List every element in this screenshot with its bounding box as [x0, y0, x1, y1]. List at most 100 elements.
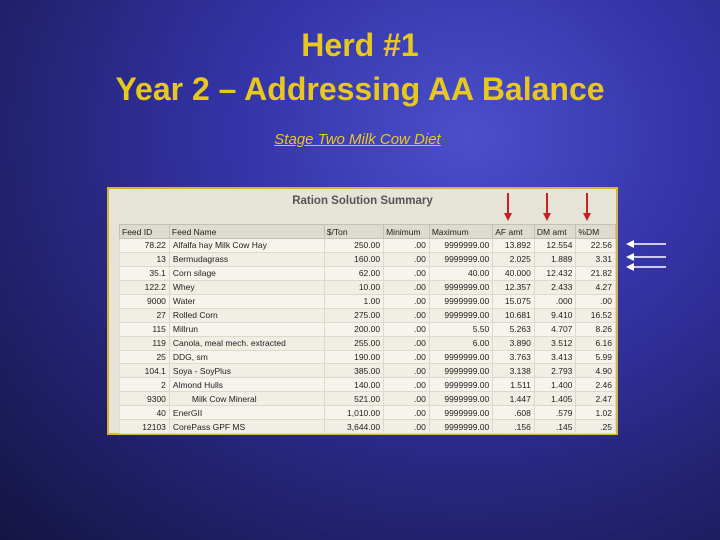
cell-dm-amt[interactable]: 2.793 [533, 363, 577, 379]
cell-cost-per-ton[interactable]: 62.00 [323, 265, 385, 281]
cell-pct-dm[interactable]: .00 [575, 293, 616, 309]
cell-maximum[interactable]: 5.50 [428, 321, 494, 337]
cell-cost-per-ton[interactable]: 385.00 [323, 363, 385, 379]
cell-feed-id[interactable]: 25 [119, 349, 170, 365]
column-header-feed-id[interactable]: Feed ID [119, 224, 170, 239]
cell-pct-dm[interactable]: 1.02 [575, 405, 616, 421]
cell-dm-amt[interactable]: 3.512 [533, 335, 577, 351]
table-row[interactable]: 122.2 Whey 10.00.00 9999999.00 12.357 2.433 4.… [119, 279, 616, 295]
cell-minimum[interactable]: .00 [383, 279, 430, 295]
cell-feed-id[interactable]: 9300 [119, 391, 170, 407]
cell-cost-per-ton[interactable]: 3,644.00 [323, 419, 385, 435]
cell-feed-id[interactable]: 119 [119, 335, 170, 351]
cell-feed-name[interactable]: Rolled Corn [168, 307, 325, 323]
cell-dm-amt[interactable]: 12.554 [533, 238, 577, 253]
cell-pct-dm[interactable]: 8.26 [575, 321, 616, 337]
cell-dm-amt[interactable]: 9.410 [533, 307, 577, 323]
cell-cost-per-ton[interactable]: 275.00 [323, 307, 385, 323]
table-row[interactable]: 12103 CorePass GPF MS 3,644.00.00 9999999.0… [119, 419, 616, 435]
cell-feed-name[interactable]: Soya - SoyPlus [168, 363, 325, 379]
cell-dm-amt[interactable]: .579 [533, 405, 577, 421]
cell-feed-name[interactable]: Milk Cow Mineral [168, 391, 325, 407]
column-header-cost-per-ton[interactable]: $/Ton [323, 224, 385, 239]
cell-maximum[interactable]: 9999999.00 [428, 307, 494, 323]
cell-pct-dm[interactable]: 6.16 [575, 335, 616, 351]
cell-minimum[interactable]: .00 [383, 419, 430, 435]
cell-dm-amt[interactable]: .000 [533, 293, 577, 309]
table-row[interactable]: 13 Bermudagrass 160.00.00 9999999.00 2.025 1.… [119, 251, 616, 267]
cell-maximum[interactable]: 40.00 [428, 265, 494, 281]
table-row[interactable]: 119 Canola, meal mech. extracted 255.00.00… [119, 335, 616, 351]
cell-feed-name[interactable]: Corn silage [168, 265, 325, 281]
cell-maximum[interactable]: 9999999.00 [428, 377, 494, 393]
cell-cost-per-ton[interactable]: 1,010.00 [323, 405, 385, 421]
cell-feed-id[interactable]: 13 [119, 251, 170, 267]
table-row[interactable]: 40 EnerGII 1,010.00.00 9999999.00.608.579 1.… [119, 405, 616, 421]
cell-feed-name[interactable]: Bermudagrass [168, 251, 325, 267]
table-row[interactable]: 78.22 Alfalfa hay Milk Cow Hay 250.00.00 99… [119, 238, 616, 253]
cell-pct-dm[interactable]: 4.27 [575, 279, 616, 295]
cell-dm-amt[interactable]: 2.433 [533, 279, 577, 295]
cell-maximum[interactable]: 9999999.00 [428, 405, 494, 421]
column-header-dm-amt[interactable]: DM amt [533, 224, 577, 239]
slide-subtitle[interactable]: Stage Two Milk Cow Diet [274, 131, 441, 148]
cell-pct-dm[interactable]: 3.31 [575, 251, 616, 267]
cell-feed-id[interactable]: 12103 [119, 419, 170, 435]
column-header-pct-dm[interactable]: %DM [575, 224, 616, 239]
cell-cost-per-ton[interactable]: 521.00 [323, 391, 385, 407]
table-row[interactable]: 9000 Water 1.00.00 9999999.00 15.075.000.00 [119, 293, 616, 309]
cell-feed-name[interactable]: Almond Hulls [168, 377, 325, 393]
cell-af-amt[interactable]: 2.025 [492, 251, 535, 267]
column-header-feed-name[interactable]: Feed Name [168, 224, 325, 239]
cell-dm-amt[interactable]: 4.707 [533, 321, 577, 337]
cell-maximum[interactable]: 9999999.00 [428, 251, 494, 267]
cell-minimum[interactable]: .00 [383, 391, 430, 407]
table-row[interactable]: 27 Rolled Corn 275.00.00 9999999.00 10.681 9.… [119, 307, 616, 323]
cell-af-amt[interactable]: 5.263 [492, 321, 535, 337]
cell-dm-amt[interactable]: 3.413 [533, 349, 577, 365]
cell-maximum[interactable]: 9999999.00 [428, 279, 494, 295]
cell-cost-per-ton[interactable]: 255.00 [323, 335, 385, 351]
cell-minimum[interactable]: .00 [383, 293, 430, 309]
cell-minimum[interactable]: .00 [383, 307, 430, 323]
cell-dm-amt[interactable]: 1.400 [533, 377, 577, 393]
cell-cost-per-ton[interactable]: 200.00 [323, 321, 385, 337]
cell-maximum[interactable]: 9999999.00 [428, 363, 494, 379]
table-row[interactable]: 9300 Milk Cow Mineral 521.00.00 9999999.00 1… [119, 391, 616, 407]
cell-cost-per-ton[interactable]: 1.00 [323, 293, 385, 309]
cell-dm-amt[interactable]: 1.405 [533, 391, 577, 407]
cell-af-amt[interactable]: 3.138 [492, 363, 535, 379]
cell-pct-dm[interactable]: .25 [575, 419, 616, 435]
cell-minimum[interactable]: .00 [383, 251, 430, 267]
table-row[interactable]: 104.1 Soya - SoyPlus 385.00.00 9999999.00 3.… [119, 363, 616, 379]
column-header-maximum[interactable]: Maximum [428, 224, 494, 239]
column-header-minimum[interactable]: Minimum [383, 224, 430, 239]
cell-feed-id[interactable]: 104.1 [119, 363, 170, 379]
cell-cost-per-ton[interactable]: 140.00 [323, 377, 385, 393]
cell-af-amt[interactable]: 1.447 [492, 391, 535, 407]
cell-dm-amt[interactable]: 1.889 [533, 251, 577, 267]
cell-af-amt[interactable]: 10.681 [492, 307, 535, 323]
table-row[interactable]: 35.1 Corn silage 62.00.00 40.00 40.000 12.432… [119, 265, 616, 281]
cell-dm-amt[interactable]: 12.432 [533, 265, 577, 281]
table-row[interactable]: 2 Almond Hulls 140.00.00 9999999.00 1.511 1.4… [119, 377, 616, 393]
cell-pct-dm[interactable]: 2.46 [575, 377, 616, 393]
cell-maximum[interactable]: 6.00 [428, 335, 494, 351]
cell-minimum[interactable]: .00 [383, 363, 430, 379]
cell-maximum[interactable]: 9999999.00 [428, 419, 494, 435]
cell-feed-name[interactable]: CorePass GPF MS [168, 419, 325, 435]
cell-feed-name[interactable]: Whey [168, 279, 325, 295]
cell-pct-dm[interactable]: 5.99 [575, 349, 616, 365]
cell-af-amt[interactable]: 12.357 [492, 279, 535, 295]
cell-maximum[interactable]: 9999999.00 [428, 391, 494, 407]
cell-maximum[interactable]: 9999999.00 [428, 349, 494, 365]
cell-dm-amt[interactable]: .145 [533, 419, 577, 435]
cell-feed-name[interactable]: Water [168, 293, 325, 309]
cell-pct-dm[interactable]: 16.52 [575, 307, 616, 323]
table-row[interactable]: 115 Millrun 200.00.00 5.50 5.263 4.707 8.26 [119, 321, 616, 337]
cell-cost-per-ton[interactable]: 160.00 [323, 251, 385, 267]
cell-feed-name[interactable]: Canola, meal mech. extracted [168, 335, 325, 351]
cell-minimum[interactable]: .00 [383, 335, 430, 351]
table-row[interactable]: 25 DDG, sm 190.00.00 9999999.00 3.763 3.413 5.… [119, 349, 616, 365]
cell-pct-dm[interactable]: 2.47 [575, 391, 616, 407]
